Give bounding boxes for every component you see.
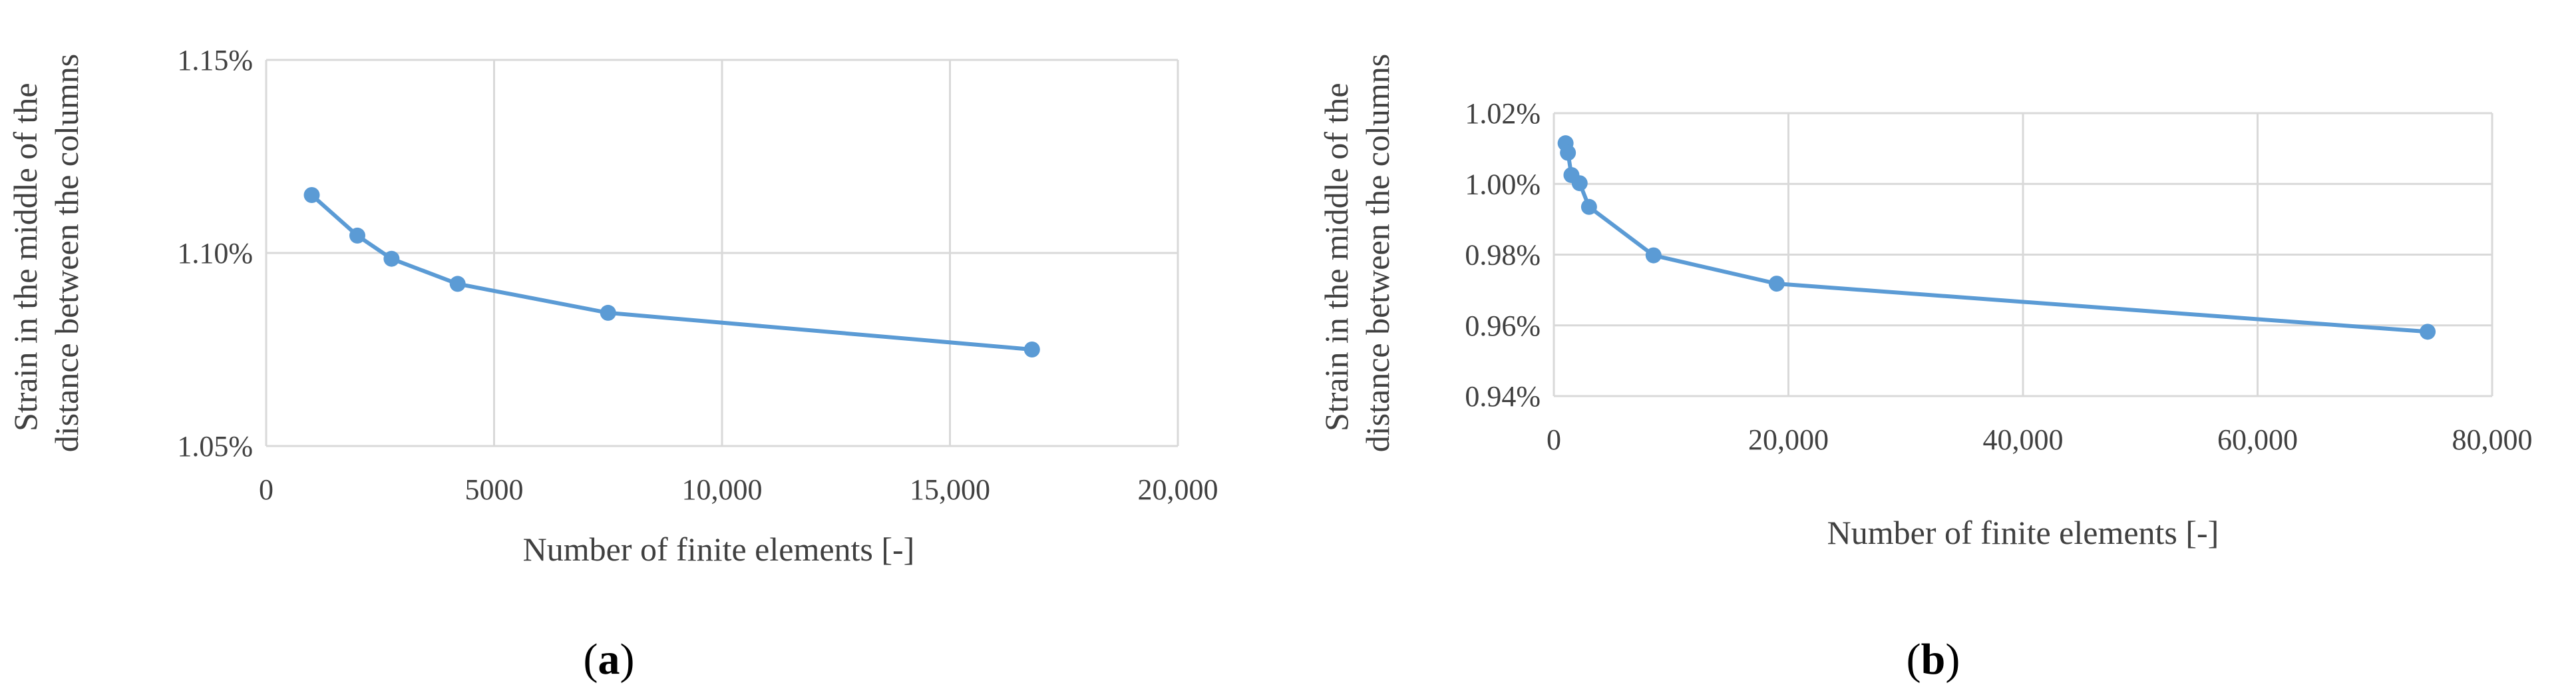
chart-b-y-axis-label: Strain in the middle of the distance bet…	[1318, 54, 1396, 452]
chart-a-x-tick-label: 0	[259, 473, 274, 506]
chart-b-x-tick-label: 0	[1547, 423, 1561, 456]
chart-b-y-tick-label: 0.94%	[1465, 380, 1541, 413]
chart-a-series	[303, 187, 1040, 357]
chart-b-y-tick-label: 0.96%	[1465, 310, 1541, 342]
chart-b-y-axis-label-line-1: Strain in the middle of the	[1318, 83, 1355, 431]
chart-a-data-point	[600, 304, 616, 321]
chart-b-y-tick-labels: 0.94% 0.96% 0.98% 1.00% 1.02%	[1465, 97, 1541, 413]
chart-b-data-point	[1580, 198, 1597, 215]
chart-b-x-tick-label: 60,000	[2217, 423, 2298, 456]
chart-b: 0 20,000 40,000 60,000 80,000 0.94% 0.96% 0.98…	[1318, 54, 2533, 684]
chart-a-data-point	[303, 187, 320, 203]
chart-b-y-axis-label-line-2: distance between the columns	[1359, 54, 1396, 452]
chart-a-x-tick-label: 5000	[465, 473, 524, 506]
chart-b-y-tick-label: 1.02%	[1465, 97, 1541, 130]
chart-b-data-point	[2420, 324, 2436, 340]
chart-a-y-tick-labels: 1.05% 1.10% 1.15%	[177, 44, 253, 463]
chart-a-x-tick-label: 20,000	[1138, 473, 1218, 506]
chart-a: 0 5000 10,000 15,000 20,000 1.05%1.10%1.15% …	[7, 44, 1218, 684]
chart-a-y-tick-label: 1.10%	[177, 237, 253, 270]
chart-a-x-tick-labels: 0 5000 10,000 15,000 20,000	[259, 473, 1218, 506]
chart-b-data-point	[1571, 175, 1588, 192]
chart-a-data-point	[349, 227, 365, 244]
chart-a-y-axis-label-line-1: Strain in the middle of the	[7, 83, 44, 431]
chart-b-x-tick-label: 80,000	[2452, 423, 2533, 456]
chart-a-y-axis-label-line-2: distance between the columns	[48, 54, 85, 452]
chart-b-x-tick-label: 40,000	[1983, 423, 2064, 456]
chart-b-x-axis-label: Number of finite elements [-]	[1827, 514, 2219, 551]
chart-b-series-line	[1563, 141, 2430, 334]
chart-a-data-point	[449, 276, 466, 292]
chart-b-data-point	[1768, 276, 1785, 292]
chart-a-panel-letter: a	[598, 635, 620, 684]
chart-b-panel-letter: b	[1921, 635, 1946, 684]
chart-a-x-axis-label: Number of finite elements [-]	[523, 531, 915, 568]
chart-a-series-line	[309, 193, 1034, 351]
chart-a-y-axis-label: Strain in the middle of the distance bet…	[7, 54, 85, 452]
chart-a-data-point	[1023, 342, 1040, 357]
chart-b-x-tick-label: 20,000	[1748, 423, 1829, 456]
chart-a-x-tick-label: 10,000	[682, 473, 763, 506]
chart-b-panel-label: (b)	[1907, 635, 1960, 684]
chart-b-data-point	[1645, 247, 1662, 264]
chart-b-y-tick-label: 0.98%	[1465, 239, 1541, 272]
chart-a-y-tick-label: 1.05%	[177, 430, 253, 463]
chart-a-y-tick-label: 1.15%	[177, 44, 253, 77]
chart-b-y-tick-label: 1.00%	[1465, 168, 1541, 200]
chart-a-panel-label: (a)	[584, 635, 635, 684]
chart-a-x-tick-label: 15,000	[910, 473, 990, 506]
chart-b-data-point	[1560, 144, 1576, 161]
chart-a-data-point	[383, 250, 400, 267]
chart-b-gridlines	[1553, 112, 2493, 397]
chart-b-x-tick-labels: 0 20,000 40,000 60,000 80,000	[1547, 423, 2533, 456]
chart-a-gridlines	[265, 59, 1179, 447]
chart-b-series	[1557, 135, 2436, 340]
